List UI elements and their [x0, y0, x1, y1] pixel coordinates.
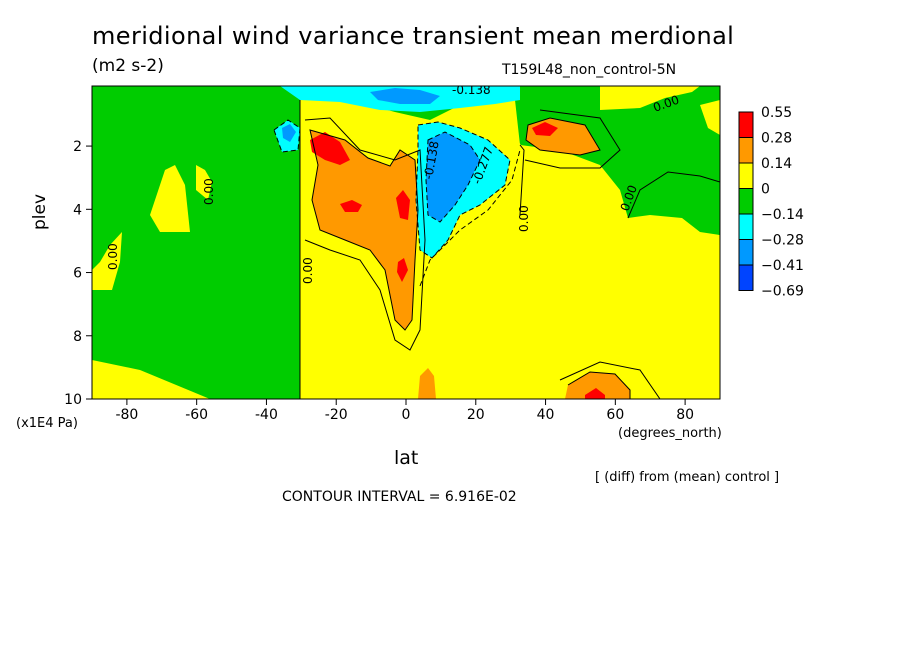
x-tick-label: -80 — [115, 407, 138, 423]
contour-label: -0.138 — [452, 83, 491, 97]
x-axis-label: lat — [394, 447, 419, 469]
x-tick-label: 20 — [467, 407, 485, 423]
field-positive-high — [397, 258, 408, 282]
contour-label: 0.00 — [517, 205, 531, 232]
chart-title: meridional wind variance transient mean … — [92, 22, 735, 50]
contour-label: -0.138 — [421, 140, 442, 181]
colorbar-label: −0.28 — [761, 233, 804, 249]
field-negative-region — [92, 86, 300, 106]
contour-lines — [299, 100, 720, 399]
field-positive-high — [532, 122, 558, 136]
colorbar-swatch — [738, 137, 754, 164]
diff-note: [ (diff) from (mean) control ] — [595, 470, 780, 485]
negative-contours — [273, 119, 521, 287]
colorbar-label: 0.14 — [761, 156, 792, 172]
colorbar-label: −0.41 — [761, 258, 804, 274]
colorbar-swatch — [738, 264, 754, 291]
field-positive-region — [600, 86, 700, 110]
colorbar-label: 0 — [761, 182, 770, 198]
y-axis: 2 4 6 8 10 — [64, 139, 92, 408]
field-negative-large — [426, 132, 480, 222]
y-axis-unit: (x1E4 Pa) — [16, 416, 78, 431]
field-positive-high — [310, 132, 350, 165]
contour-label: 0.00 — [202, 178, 216, 205]
field-negative-large — [370, 88, 440, 104]
field-positive-mid — [310, 130, 418, 330]
colorbar-label: −0.14 — [761, 207, 804, 223]
colorbar-label: 0.55 — [761, 105, 792, 121]
contour-interval: CONTOUR INTERVAL = 6.916E-02 — [282, 489, 517, 505]
field-positive-region — [700, 100, 720, 135]
colorbar-label: −0.69 — [761, 284, 804, 300]
x-tick-label: 40 — [537, 407, 555, 423]
colorbar-swatch — [738, 239, 754, 266]
colorbar-swatch — [738, 111, 754, 138]
field-positive-high — [396, 190, 410, 220]
contour-label: 0.00 — [301, 257, 315, 284]
field-positive-high — [585, 388, 605, 399]
y-tick-label: 6 — [73, 266, 82, 282]
colorbar-swatch — [738, 213, 754, 240]
y-tick-label: 8 — [73, 329, 82, 345]
y-tick-label: 2 — [73, 139, 82, 155]
x-tick-label: -20 — [325, 407, 348, 423]
plot-fill: 0.00 0.00 0.00 0.00 0.00 0.00 -0.138 -0.… — [92, 83, 720, 399]
contour-label: 0.00 — [106, 243, 120, 270]
x-axis: -80 -60 -40 -20 0 20 40 60 80 — [115, 399, 694, 423]
y-tick-label: 4 — [73, 202, 82, 218]
colorbar-swatch — [738, 188, 754, 215]
x-tick-label: 80 — [676, 407, 694, 423]
x-tick-label: -40 — [255, 407, 278, 423]
colorbar-swatch — [738, 162, 754, 189]
colorbar: 0.55 0.28 0.14 0 −0.14 −0.28 −0.41 −0.69 — [738, 105, 804, 300]
field-positive-region — [150, 165, 190, 232]
field-positive-region — [92, 232, 122, 290]
y-tick-label: 10 — [64, 392, 82, 408]
chart-units: (m2 s-2) — [92, 56, 164, 76]
field-positive-region — [92, 360, 210, 399]
field-positive-mid — [418, 368, 436, 399]
field-negative-large — [282, 124, 296, 142]
x-tick-label: 0 — [402, 407, 411, 423]
field-positive-region — [196, 165, 212, 200]
x-tick-label: -60 — [185, 407, 208, 423]
x-axis-unit: (degrees_north) — [618, 426, 722, 441]
field-negative-region — [628, 172, 720, 235]
field-positive-high — [340, 200, 362, 212]
colorbar-label: 0.28 — [761, 131, 792, 147]
x-tick-label: 60 — [606, 407, 624, 423]
run-label: T159L48_non_control-5N — [502, 62, 677, 78]
field-positive-mid — [565, 372, 630, 399]
